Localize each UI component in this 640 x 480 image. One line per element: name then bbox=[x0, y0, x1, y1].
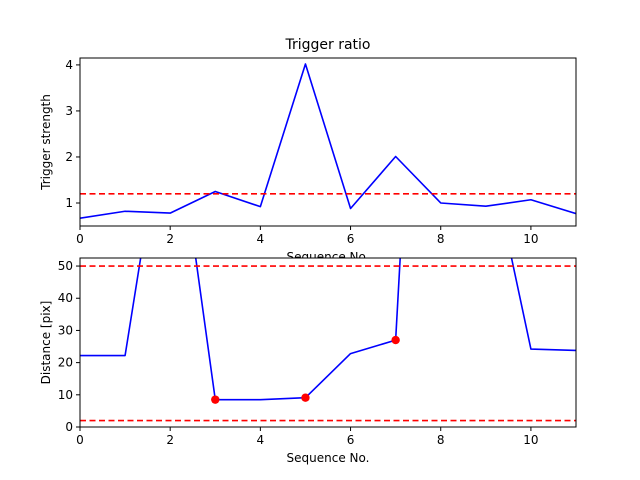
x-tick-label: 4 bbox=[257, 433, 265, 447]
x-tick-label: 2 bbox=[166, 232, 174, 246]
x-tick-label: 6 bbox=[347, 232, 355, 246]
plot-area bbox=[80, 63, 576, 219]
axes-frame bbox=[79, 257, 577, 428]
y-tick-label: 3 bbox=[65, 104, 73, 118]
series-line-0 bbox=[80, 63, 576, 219]
y-axis-label: Distance [pix] bbox=[39, 301, 53, 385]
x-tick-label: 0 bbox=[76, 232, 84, 246]
y-tick-label: 4 bbox=[65, 58, 73, 72]
distance-panel: 0 2 4 6 8 10 0 10 20 30 40 50 Sequence No. Distance [… bbox=[39, 257, 577, 465]
y-tick-label: 0 bbox=[65, 420, 73, 434]
y-tick-label: 30 bbox=[58, 323, 73, 337]
y-tick-label: 40 bbox=[58, 291, 73, 305]
x-tick-label: 2 bbox=[166, 433, 174, 447]
y-tick-label: 50 bbox=[58, 259, 73, 273]
data-marker bbox=[211, 395, 220, 404]
x-tick-label: 0 bbox=[76, 433, 84, 447]
data-marker bbox=[301, 393, 310, 402]
x-tick-label: 10 bbox=[523, 232, 538, 246]
data-marker bbox=[391, 335, 400, 345]
y-tick-label: 10 bbox=[58, 388, 73, 402]
plot-area bbox=[80, 258, 576, 422]
series-line-0 bbox=[80, 258, 576, 401]
x-tick-label: 4 bbox=[257, 232, 265, 246]
x-axis-label: Sequence No. bbox=[287, 451, 370, 465]
x-tick-label: 6 bbox=[347, 433, 355, 447]
distance-panel-background bbox=[80, 258, 576, 427]
y-tick-label: 20 bbox=[58, 356, 73, 370]
x-tick-label: 8 bbox=[437, 433, 445, 447]
chart-title: Trigger ratio bbox=[284, 37, 370, 53]
y-axis-label: Trigger strength bbox=[39, 94, 53, 191]
y-tick-label: 1 bbox=[65, 196, 73, 210]
x-tick-label: 10 bbox=[523, 433, 538, 447]
y-tick-label: 2 bbox=[65, 150, 73, 164]
axes-frame bbox=[79, 57, 577, 227]
x-tick-label: 8 bbox=[437, 232, 445, 246]
